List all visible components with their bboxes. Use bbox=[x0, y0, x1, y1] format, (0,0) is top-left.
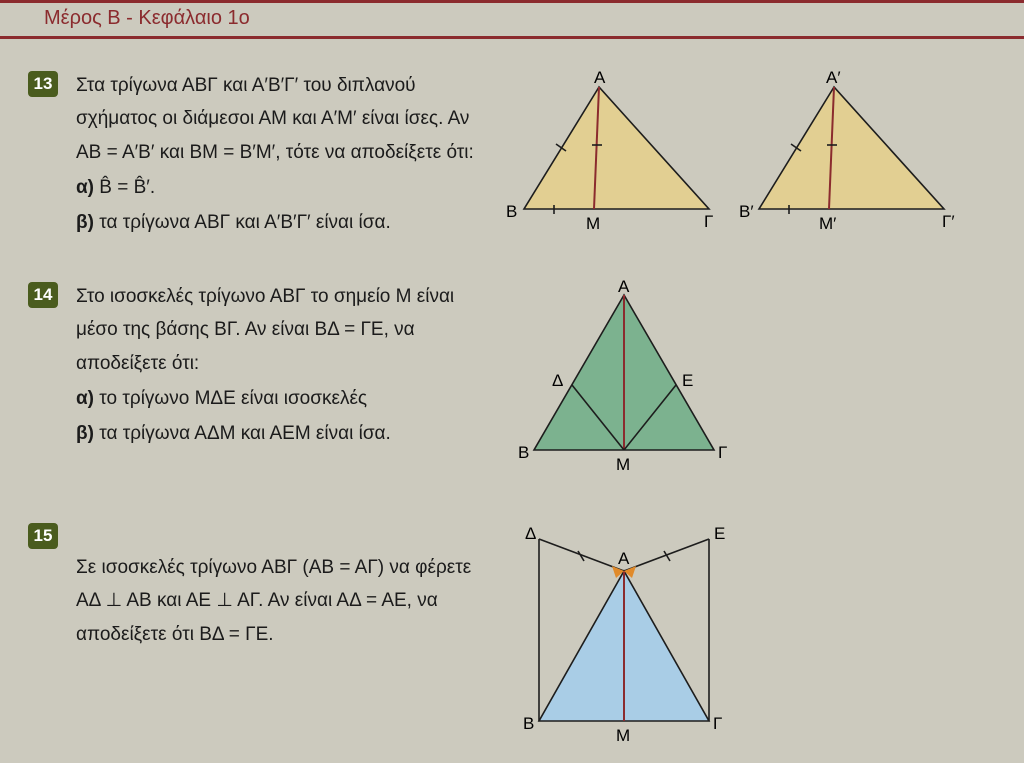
svg-text:Α: Α bbox=[594, 69, 606, 87]
svg-text:Γ: Γ bbox=[713, 714, 722, 733]
exercise-text: Στο ισοσκελές τρίγωνο ΑΒΓ το σημείο Μ εί… bbox=[76, 280, 476, 450]
sub-a-label: α) bbox=[76, 388, 94, 409]
sub-b-label: β) bbox=[76, 423, 94, 444]
svg-text:Μ′: Μ′ bbox=[819, 214, 836, 233]
svg-text:Β: Β bbox=[518, 443, 529, 462]
two-triangles-icon: Α Β Γ Μ Α′ Β′ Γ′ Μ′ bbox=[494, 69, 964, 239]
sub-b-text: τα τρίγωνα ΑΔΜ και ΑΕΜ είναι ίσα. bbox=[94, 423, 391, 444]
svg-text:Α′: Α′ bbox=[826, 69, 841, 87]
svg-text:Β: Β bbox=[523, 714, 534, 733]
triangle-perp-icon: Δ Ε Α Β Γ Μ bbox=[494, 521, 754, 751]
svg-text:Μ: Μ bbox=[616, 455, 630, 474]
exercise-number: 13 bbox=[28, 71, 58, 97]
body: Στο ισοσκελές τρίγωνο ΑΒΓ το σημείο Μ εί… bbox=[76, 286, 454, 374]
svg-text:Δ: Δ bbox=[525, 524, 536, 543]
svg-text:Γ: Γ bbox=[718, 443, 727, 462]
svg-text:Α: Α bbox=[618, 549, 630, 568]
figure-14: Α Β Γ Δ Ε Μ bbox=[494, 280, 996, 485]
figure-15: Δ Ε Α Β Γ Μ bbox=[494, 521, 996, 756]
exercise-text: Στα τρίγωνα ΑΒΓ και Α′Β′Γ′ του διπλανού … bbox=[76, 69, 476, 239]
sub-a-text: το τρίγωνο ΜΔΕ είναι ισοσκελές bbox=[94, 388, 367, 409]
svg-text:Ε: Ε bbox=[682, 371, 693, 390]
sub-b-label: β) bbox=[76, 212, 94, 233]
body: Σε ισοσκελές τρίγωνο ΑΒΓ (ΑΒ = ΑΓ) να φέ… bbox=[76, 557, 471, 645]
body: Στα τρίγωνα ΑΒΓ και Α′Β′Γ′ του διπλανού … bbox=[76, 75, 474, 163]
svg-text:Γ: Γ bbox=[704, 212, 713, 231]
exercise-13: 13 Στα τρίγωνα ΑΒΓ και Α′Β′Γ′ του διπλαν… bbox=[28, 69, 996, 244]
page: 13 Στα τρίγωνα ΑΒΓ και Α′Β′Γ′ του διπλαν… bbox=[0, 39, 1024, 756]
exercise-15: 15 Σε ισοσκελές τρίγωνο ΑΒΓ (ΑΒ = ΑΓ) να… bbox=[28, 521, 996, 756]
svg-text:Ε: Ε bbox=[714, 524, 725, 543]
exercise-number: 14 bbox=[28, 282, 58, 308]
exercise-14: 14 Στο ισοσκελές τρίγωνο ΑΒΓ το σημείο Μ… bbox=[28, 280, 996, 485]
sub-a-label: α) bbox=[76, 177, 94, 198]
svg-text:Μ: Μ bbox=[616, 726, 630, 745]
svg-text:Γ′: Γ′ bbox=[942, 212, 955, 231]
sub-b-text: τα τρίγωνα ΑΒΓ και Α′Β′Γ′ είναι ίσα. bbox=[94, 212, 391, 233]
svg-text:Β: Β bbox=[506, 202, 517, 221]
svg-text:Α: Α bbox=[618, 280, 630, 296]
svg-text:Δ: Δ bbox=[552, 371, 563, 390]
isoceles-triangle-icon: Α Β Γ Δ Ε Μ bbox=[494, 280, 754, 480]
exercise-text: Σε ισοσκελές τρίγωνο ΑΒΓ (ΑΒ = ΑΓ) να φέ… bbox=[76, 521, 476, 651]
figure-13: Α Β Γ Μ Α′ Β′ Γ′ Μ′ bbox=[494, 69, 996, 244]
svg-text:Μ: Μ bbox=[586, 214, 600, 233]
chapter-header: Μέρος Β - Κεφάλαιο 1ο bbox=[0, 0, 1024, 39]
svg-text:Β′: Β′ bbox=[739, 202, 754, 221]
exercise-number: 15 bbox=[28, 523, 58, 549]
sub-a-text: B̂ = B̂′. bbox=[94, 177, 155, 198]
